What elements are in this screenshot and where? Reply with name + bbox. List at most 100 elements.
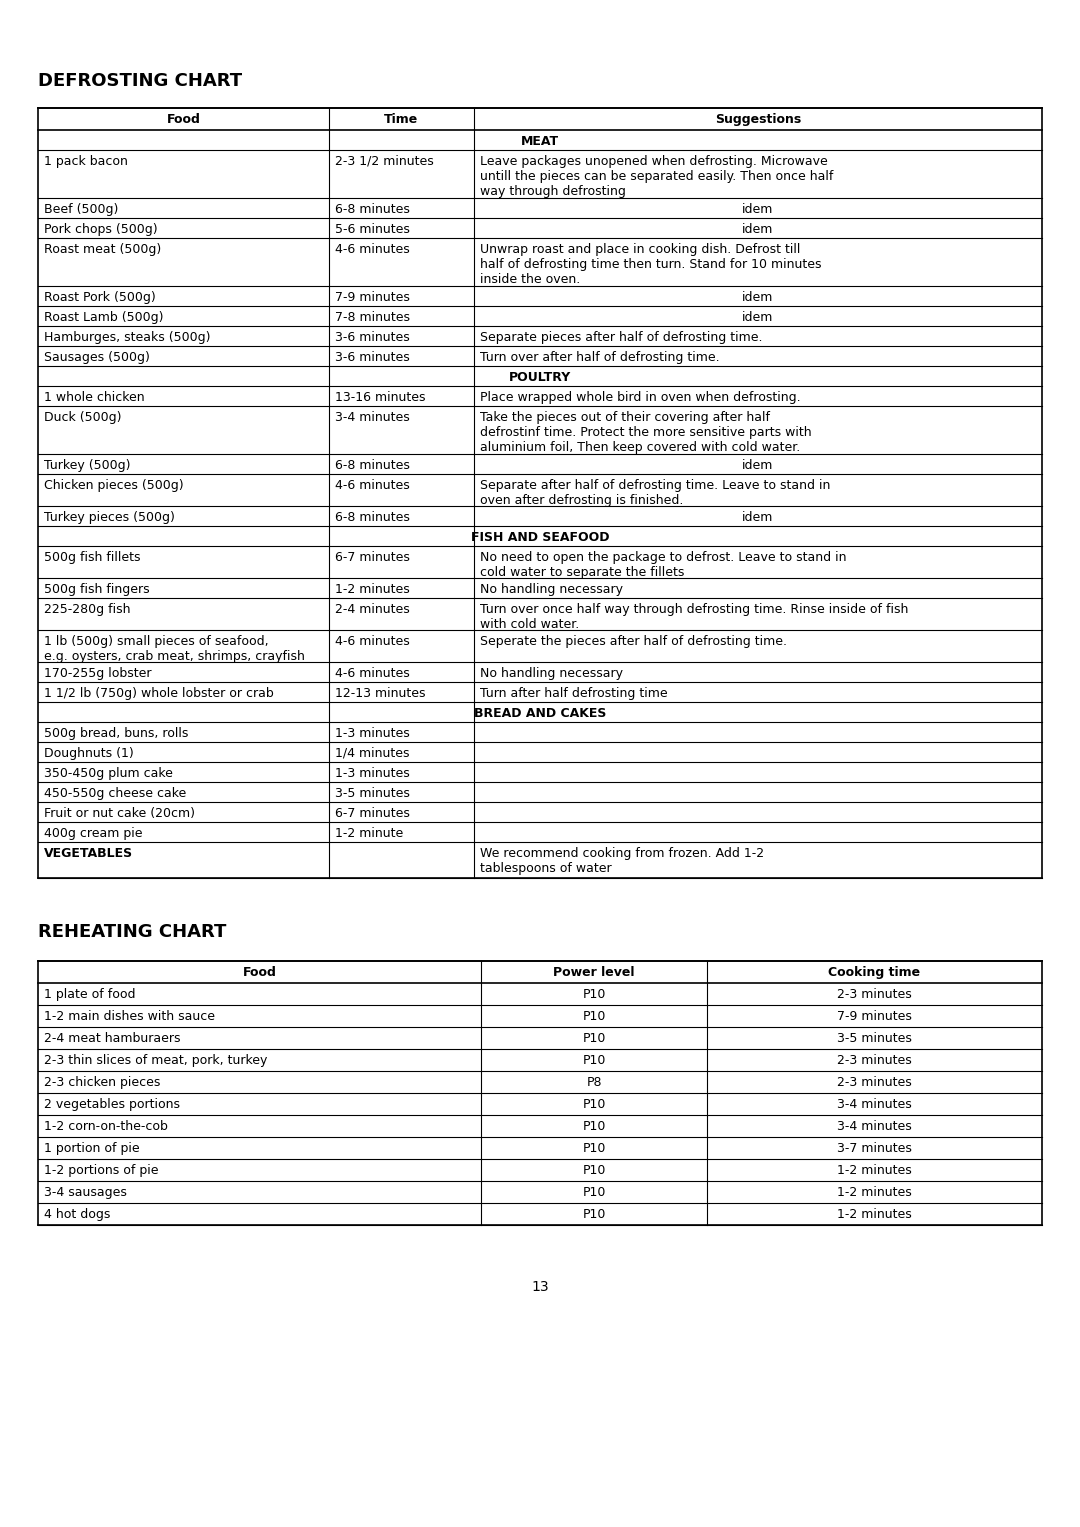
Text: 6-8 minutes: 6-8 minutes xyxy=(335,460,410,472)
Text: 6-8 minutes: 6-8 minutes xyxy=(335,203,410,215)
Text: 500g fish fingers: 500g fish fingers xyxy=(44,583,150,596)
Text: Roast Pork (500g): Roast Pork (500g) xyxy=(44,292,156,304)
Text: 13-16 minutes: 13-16 minutes xyxy=(335,391,426,405)
Text: Beef (500g): Beef (500g) xyxy=(44,203,119,215)
Text: idem: idem xyxy=(742,512,773,524)
Text: 3-4 minutes: 3-4 minutes xyxy=(837,1119,912,1133)
Text: Power level: Power level xyxy=(553,967,635,979)
Text: 1-2 minutes: 1-2 minutes xyxy=(335,583,409,596)
Text: Suggestions: Suggestions xyxy=(715,113,801,127)
Text: idem: idem xyxy=(742,223,773,237)
Text: DEFROSTING CHART: DEFROSTING CHART xyxy=(38,72,242,90)
Text: Pork chops (500g): Pork chops (500g) xyxy=(44,223,158,237)
Text: 1-2 minutes: 1-2 minutes xyxy=(837,1208,912,1222)
Text: MEAT: MEAT xyxy=(521,134,559,148)
Text: 1-3 minutes: 1-3 minutes xyxy=(335,727,409,741)
Text: POULTRY: POULTRY xyxy=(509,371,571,383)
Text: 3-4 minutes: 3-4 minutes xyxy=(335,411,409,425)
Text: Turn over once half way through defrosting time. Rinse inside of fish
with cold : Turn over once half way through defrosti… xyxy=(480,603,908,631)
Text: 4-6 minutes: 4-6 minutes xyxy=(335,635,409,647)
Text: P10: P10 xyxy=(582,1032,606,1044)
Text: Take the pieces out of their covering after half
defrostinf time. Protect the mo: Take the pieces out of their covering af… xyxy=(480,411,812,454)
Text: P10: P10 xyxy=(582,1164,606,1177)
Text: P10: P10 xyxy=(582,1098,606,1112)
Text: Turkey pieces (500g): Turkey pieces (500g) xyxy=(44,512,175,524)
Text: Fruit or nut cake (20cm): Fruit or nut cake (20cm) xyxy=(44,806,195,820)
Text: 7-9 minutes: 7-9 minutes xyxy=(837,1009,912,1023)
Text: Turn over after half of defrosting time.: Turn over after half of defrosting time. xyxy=(480,351,719,363)
Text: 1 pack bacon: 1 pack bacon xyxy=(44,156,127,168)
Text: Hamburges, steaks (500g): Hamburges, steaks (500g) xyxy=(44,331,211,344)
Text: Food: Food xyxy=(166,113,201,127)
Text: We recommend cooking from frozen. Add 1-2
tablespoons of water: We recommend cooking from frozen. Add 1-… xyxy=(480,847,765,875)
Text: P10: P10 xyxy=(582,988,606,1002)
Text: 1-2 minute: 1-2 minute xyxy=(335,828,403,840)
Text: Turkey (500g): Turkey (500g) xyxy=(44,460,131,472)
Text: 2-4 meat hamburaers: 2-4 meat hamburaers xyxy=(44,1032,180,1044)
Text: 3-4 sausages: 3-4 sausages xyxy=(44,1186,126,1199)
Text: 225-280g fish: 225-280g fish xyxy=(44,603,131,615)
Text: 3-6 minutes: 3-6 minutes xyxy=(335,351,409,363)
Text: 2-4 minutes: 2-4 minutes xyxy=(335,603,409,615)
Text: 1-2 portions of pie: 1-2 portions of pie xyxy=(44,1164,159,1177)
Text: idem: idem xyxy=(742,460,773,472)
Text: 1 whole chicken: 1 whole chicken xyxy=(44,391,145,405)
Text: 3-6 minutes: 3-6 minutes xyxy=(335,331,409,344)
Text: Time: Time xyxy=(384,113,419,127)
Text: P10: P10 xyxy=(582,1054,606,1067)
Text: Leave packages unopened when defrosting. Microwave
untill the pieces can be sepa: Leave packages unopened when defrosting.… xyxy=(480,156,834,199)
Text: 6-8 minutes: 6-8 minutes xyxy=(335,512,410,524)
Text: 7-8 minutes: 7-8 minutes xyxy=(335,312,410,324)
Text: P10: P10 xyxy=(582,1208,606,1222)
Text: 2-3 chicken pieces: 2-3 chicken pieces xyxy=(44,1077,160,1089)
Text: No need to open the package to defrost. Leave to stand in
cold water to separate: No need to open the package to defrost. … xyxy=(480,551,847,579)
Text: Duck (500g): Duck (500g) xyxy=(44,411,121,425)
Text: 4 hot dogs: 4 hot dogs xyxy=(44,1208,110,1222)
Text: 2-3 1/2 minutes: 2-3 1/2 minutes xyxy=(335,156,434,168)
Text: 1 portion of pie: 1 portion of pie xyxy=(44,1142,139,1154)
Text: 4-6 minutes: 4-6 minutes xyxy=(335,243,409,257)
Text: P10: P10 xyxy=(582,1119,606,1133)
Text: P10: P10 xyxy=(582,1009,606,1023)
Text: No handling necessary: No handling necessary xyxy=(480,667,623,680)
Text: BREAD AND CAKES: BREAD AND CAKES xyxy=(474,707,606,721)
Text: Separate after half of defrosting time. Leave to stand in
oven after defrosting : Separate after half of defrosting time. … xyxy=(480,479,831,507)
Text: 1-2 minutes: 1-2 minutes xyxy=(837,1164,912,1177)
Text: VEGETABLES: VEGETABLES xyxy=(44,847,133,860)
Text: Turn after half defrosting time: Turn after half defrosting time xyxy=(480,687,667,699)
Text: 4-6 minutes: 4-6 minutes xyxy=(335,479,409,492)
Text: Cooking time: Cooking time xyxy=(828,967,920,979)
Text: 350-450g plum cake: 350-450g plum cake xyxy=(44,767,173,780)
Text: 500g fish fillets: 500g fish fillets xyxy=(44,551,140,563)
Text: 2-3 minutes: 2-3 minutes xyxy=(837,1054,912,1067)
Text: 12-13 minutes: 12-13 minutes xyxy=(335,687,426,699)
Text: 1 lb (500g) small pieces of seafood,
e.g. oysters, crab meat, shrimps, crayfish: 1 lb (500g) small pieces of seafood, e.g… xyxy=(44,635,305,663)
Text: 13: 13 xyxy=(531,1280,549,1293)
Text: Roast Lamb (500g): Roast Lamb (500g) xyxy=(44,312,163,324)
Text: 3-7 minutes: 3-7 minutes xyxy=(837,1142,912,1154)
Text: Place wrapped whole bird in oven when defrosting.: Place wrapped whole bird in oven when de… xyxy=(480,391,800,405)
Text: P8: P8 xyxy=(586,1077,602,1089)
Text: 400g cream pie: 400g cream pie xyxy=(44,828,143,840)
Text: Food: Food xyxy=(243,967,276,979)
Text: P10: P10 xyxy=(582,1186,606,1199)
Text: Roast meat (500g): Roast meat (500g) xyxy=(44,243,161,257)
Text: 1 plate of food: 1 plate of food xyxy=(44,988,135,1002)
Text: Separate pieces after half of defrosting time.: Separate pieces after half of defrosting… xyxy=(480,331,762,344)
Text: Unwrap roast and place in cooking dish. Defrost till
half of defrosting time the: Unwrap roast and place in cooking dish. … xyxy=(480,243,822,286)
Text: Chicken pieces (500g): Chicken pieces (500g) xyxy=(44,479,184,492)
Text: 2-3 minutes: 2-3 minutes xyxy=(837,988,912,1002)
Text: No handling necessary: No handling necessary xyxy=(480,583,623,596)
Text: P10: P10 xyxy=(582,1142,606,1154)
Text: 4-6 minutes: 4-6 minutes xyxy=(335,667,409,680)
Text: 3-5 minutes: 3-5 minutes xyxy=(335,786,410,800)
Text: 2-3 thin slices of meat, pork, turkey: 2-3 thin slices of meat, pork, turkey xyxy=(44,1054,268,1067)
Text: 170-255g lobster: 170-255g lobster xyxy=(44,667,151,680)
Text: 3-5 minutes: 3-5 minutes xyxy=(837,1032,912,1044)
Text: 1-2 minutes: 1-2 minutes xyxy=(837,1186,912,1199)
Text: 5-6 minutes: 5-6 minutes xyxy=(335,223,410,237)
Text: 6-7 minutes: 6-7 minutes xyxy=(335,806,410,820)
Text: 450-550g cheese cake: 450-550g cheese cake xyxy=(44,786,186,800)
Text: 6-7 minutes: 6-7 minutes xyxy=(335,551,410,563)
Text: 1-3 minutes: 1-3 minutes xyxy=(335,767,409,780)
